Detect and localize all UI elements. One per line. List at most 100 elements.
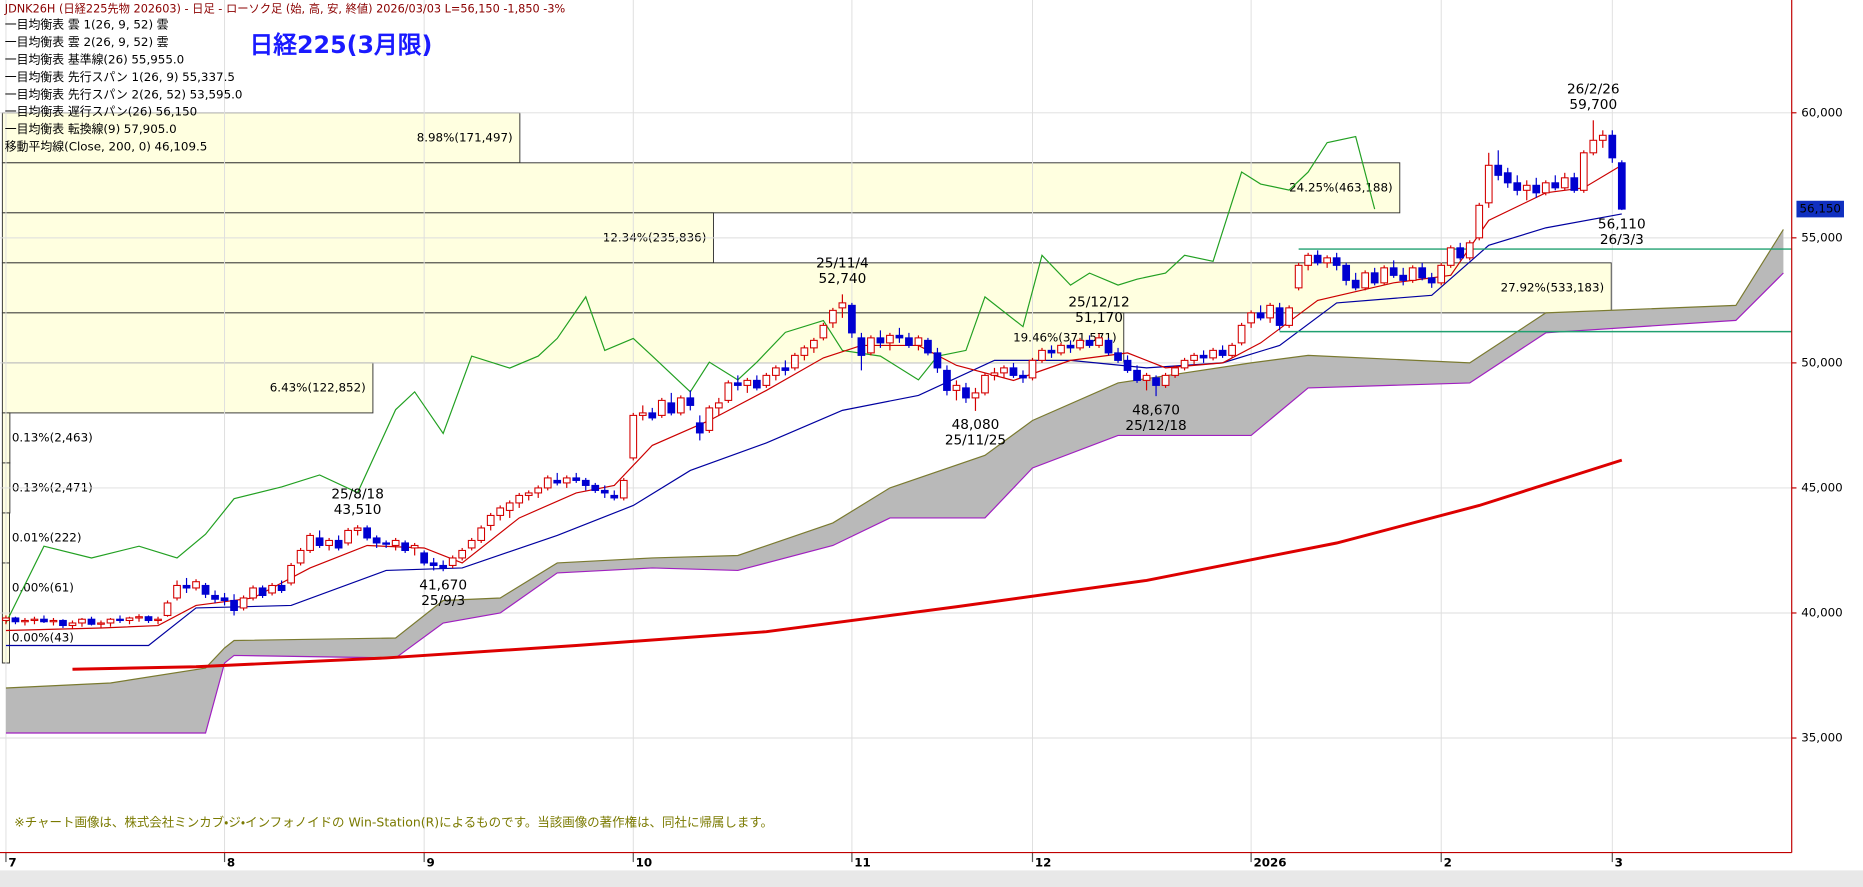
candle-body <box>1228 344 1236 356</box>
candle-body <box>581 479 590 486</box>
candle-body <box>1095 337 1103 346</box>
candle-body <box>1484 164 1493 204</box>
candle-body <box>1123 359 1132 371</box>
legend-name: 移動平均線(Close, 200, 0) <box>5 140 151 154</box>
candle-body <box>981 374 989 394</box>
candle-body <box>657 399 666 416</box>
candle-body <box>876 337 885 344</box>
candle-body <box>467 539 476 549</box>
candle-body <box>1560 177 1569 189</box>
candle-body <box>401 542 410 551</box>
candle-body <box>724 382 733 401</box>
scrollbar[interactable] <box>0 870 1863 887</box>
candle-body <box>249 587 257 599</box>
annotation-value: 51,170 <box>1075 310 1123 326</box>
candle-body <box>1608 134 1617 159</box>
candle-body <box>1019 374 1027 379</box>
candle-body <box>952 384 961 391</box>
y-tick-label: 35,000 <box>1801 731 1843 745</box>
candle-body <box>125 617 134 622</box>
candle-body <box>1351 279 1360 289</box>
candle-body <box>914 337 923 346</box>
candle-body <box>334 539 343 549</box>
candle-body <box>848 304 856 334</box>
volume-band <box>1 362 374 414</box>
y-tick-label: 50,000 <box>1801 355 1843 369</box>
candle-body <box>59 619 67 627</box>
candle-body <box>1294 264 1303 289</box>
indicator-line <box>72 458 1623 671</box>
candle-body <box>648 412 657 419</box>
volume-label: 0.13%(2,463) <box>12 430 93 444</box>
candle-body <box>1304 254 1313 266</box>
candle-body <box>905 337 913 346</box>
candle-body <box>819 324 828 339</box>
volume-label: 0.00%(43) <box>12 630 74 644</box>
candle-body <box>733 382 742 386</box>
candle-body <box>1009 367 1018 376</box>
candle-body <box>1085 339 1094 346</box>
candle-body <box>87 618 96 625</box>
candle-body <box>553 479 562 484</box>
legend-value: 雲 <box>157 17 169 31</box>
x-tick-label: 2 <box>1444 856 1452 870</box>
candle-body <box>1475 204 1484 239</box>
candle-body <box>771 367 780 376</box>
volume-label: 24.25%(463,188) <box>1289 180 1393 194</box>
candle-body <box>325 539 333 546</box>
candle-body <box>1104 339 1113 354</box>
y-tick-label: 45,000 <box>1801 480 1843 494</box>
candle-body <box>714 402 723 409</box>
candle-body <box>943 369 951 391</box>
candle-body <box>1541 182 1550 194</box>
candle-body <box>1028 359 1037 379</box>
candle-body <box>1589 139 1598 154</box>
candle-body <box>1180 359 1189 369</box>
candle-body <box>382 542 391 545</box>
candle-body <box>1570 177 1579 191</box>
legend-name: 一目均衡表 遅行スパン(26) <box>5 105 152 119</box>
candle-body <box>1532 184 1541 194</box>
candle-body <box>1494 164 1503 176</box>
candle-body <box>1456 247 1465 259</box>
candle-body <box>743 379 752 386</box>
candle-body <box>40 618 48 623</box>
annotation-value: 43,510 <box>334 502 382 518</box>
candle-body <box>629 414 638 459</box>
candle-body <box>258 587 267 597</box>
candle-body <box>638 412 647 416</box>
candle-body <box>477 527 486 541</box>
legend-layer: JDNK26H (日経225先物 202603) - 日足 - ローソク足 (始… <box>4 2 773 830</box>
candle-body <box>591 484 600 491</box>
candle-body <box>1133 369 1141 381</box>
candle-body <box>306 534 314 551</box>
candle-body <box>924 339 932 354</box>
x-tick-label: 10 <box>636 856 653 870</box>
candle-body <box>2 617 10 622</box>
price-tag <box>1796 200 1844 218</box>
candle-body <box>144 616 153 622</box>
candle-body <box>268 584 276 594</box>
candle-body <box>1370 272 1379 284</box>
candle-body <box>1503 172 1512 184</box>
candle-body <box>296 549 305 564</box>
candle-body <box>781 367 790 371</box>
candle-body <box>68 622 77 627</box>
x-tick-label: 11 <box>854 856 871 870</box>
candle-body <box>990 372 999 376</box>
candle-body <box>154 618 162 622</box>
candle-body <box>1161 374 1170 386</box>
x-tick-label: 8 <box>227 856 235 870</box>
candle-body <box>1275 307 1284 326</box>
candle-body <box>391 539 400 546</box>
legend-value: 46,109.5 <box>154 140 207 154</box>
candle-body <box>619 479 628 499</box>
annotation-value: 59,700 <box>1569 97 1617 113</box>
candle-body <box>135 616 143 619</box>
candle-body <box>610 494 619 499</box>
candle-body <box>1380 267 1389 284</box>
candle-body <box>857 337 866 356</box>
candle-body <box>429 562 438 566</box>
